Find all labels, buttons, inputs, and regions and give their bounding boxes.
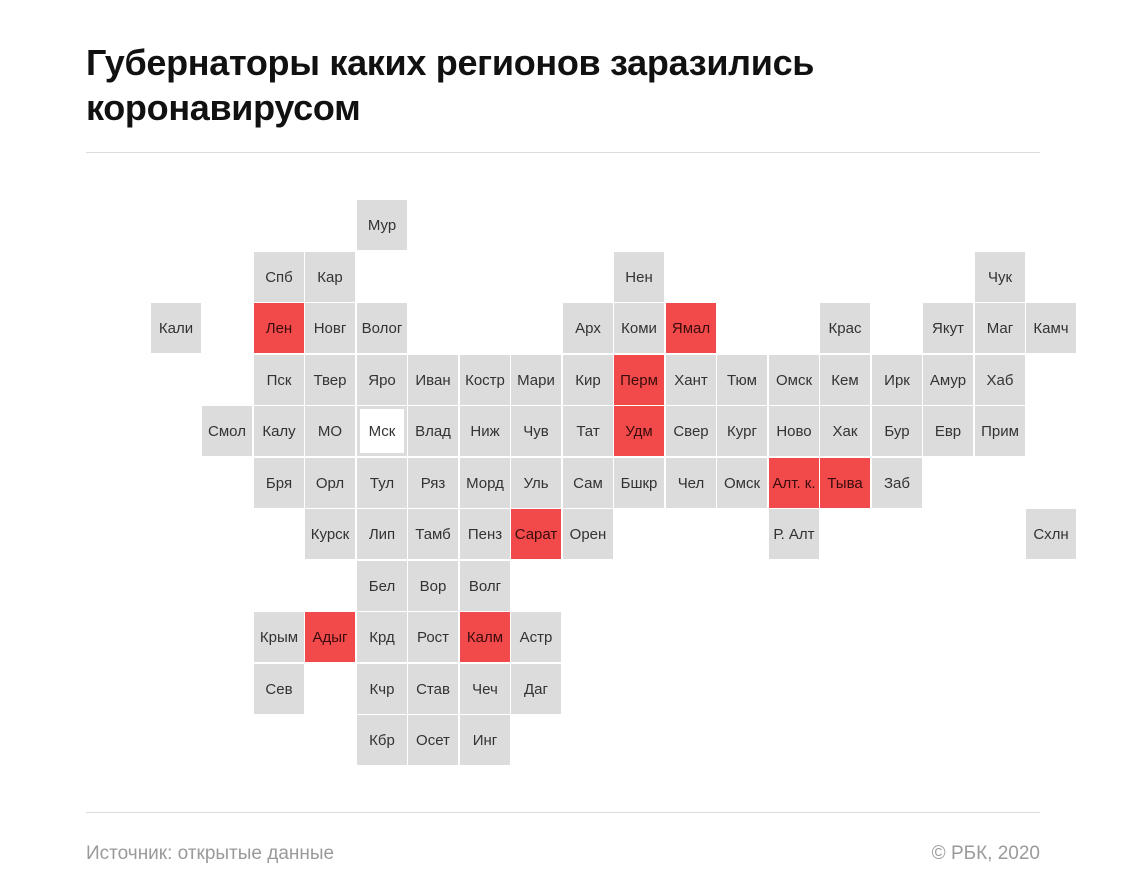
region-tile: Бел	[357, 561, 407, 611]
region-tile: Евр	[923, 406, 973, 456]
region-tile: Маг	[975, 303, 1025, 353]
region-tile: Орен	[563, 509, 613, 559]
region-tile: Тамб	[408, 509, 458, 559]
region-tile: Пск	[254, 355, 304, 405]
region-tile: Морд	[460, 458, 510, 508]
bottom-divider	[86, 812, 1040, 813]
region-tile: Тул	[357, 458, 407, 508]
region-tile: Чув	[511, 406, 561, 456]
region-tile: Бря	[254, 458, 304, 508]
region-tile: Новг	[305, 303, 355, 353]
region-tile: Арх	[563, 303, 613, 353]
region-tile: Ряз	[408, 458, 458, 508]
copyright-note: © РБК, 2020	[931, 843, 1040, 864]
region-tile: Лен	[254, 303, 304, 353]
region-tile: Пенз	[460, 509, 510, 559]
region-tile: Сам	[563, 458, 613, 508]
region-tile: Мур	[357, 200, 407, 250]
region-tile: Влад	[408, 406, 458, 456]
region-tile: Крд	[357, 612, 407, 662]
region-tile: Заб	[872, 458, 922, 508]
region-tile: Чел	[666, 458, 716, 508]
region-tile: Прим	[975, 406, 1025, 456]
region-tile: Мск	[357, 406, 407, 456]
region-tile: Омск	[769, 355, 819, 405]
region-tile: Свер	[666, 406, 716, 456]
region-tile: Даг	[511, 664, 561, 714]
region-tile: Яро	[357, 355, 407, 405]
region-tile: Бшкр	[614, 458, 664, 508]
region-tile: Кем	[820, 355, 870, 405]
region-tile: Камч	[1026, 303, 1076, 353]
region-tile: Волог	[357, 303, 407, 353]
region-tile: Тат	[563, 406, 613, 456]
region-tile: Чук	[975, 252, 1025, 302]
region-tile: Ямал	[666, 303, 716, 353]
region-tile: Алт. к.	[769, 458, 819, 508]
region-tile: Осет	[408, 715, 458, 765]
region-tile: Сев	[254, 664, 304, 714]
region-tile: Лип	[357, 509, 407, 559]
region-tile: Кчр	[357, 664, 407, 714]
region-tile: Курск	[305, 509, 355, 559]
region-tile: Ново	[769, 406, 819, 456]
region-tile: Схлн	[1026, 509, 1076, 559]
region-tile: Вор	[408, 561, 458, 611]
region-tile: Рост	[408, 612, 458, 662]
region-tile: Адыг	[305, 612, 355, 662]
region-tile: МО	[305, 406, 355, 456]
region-tile: Став	[408, 664, 458, 714]
region-tile: Орл	[305, 458, 355, 508]
region-tile: Калу	[254, 406, 304, 456]
region-tile: Твер	[305, 355, 355, 405]
region-tile: Костр	[460, 355, 510, 405]
region-tile: Ирк	[872, 355, 922, 405]
source-note: Источник: открытые данные	[86, 843, 335, 864]
region-tile: Кург	[717, 406, 767, 456]
region-tile: Удм	[614, 406, 664, 456]
region-tile: Перм	[614, 355, 664, 405]
region-tile: Омск	[717, 458, 767, 508]
region-tile: Хак	[820, 406, 870, 456]
region-tile: Нен	[614, 252, 664, 302]
region-tile: Амур	[923, 355, 973, 405]
top-divider	[86, 152, 1040, 153]
region-tile: Кар	[305, 252, 355, 302]
region-tile: Смол	[202, 406, 252, 456]
region-tile: Чеч	[460, 664, 510, 714]
region-tile: Коми	[614, 303, 664, 353]
region-tile: Тыва	[820, 458, 870, 508]
region-tile: Тюм	[717, 355, 767, 405]
region-tile: Сарат	[511, 509, 561, 559]
region-tile: Инг	[460, 715, 510, 765]
region-tile: Уль	[511, 458, 561, 508]
region-tile: Крым	[254, 612, 304, 662]
region-tile: Крас	[820, 303, 870, 353]
region-tile: Ниж	[460, 406, 510, 456]
region-tile: Хаб	[975, 355, 1025, 405]
region-tile: Кбр	[357, 715, 407, 765]
region-tile: Астр	[511, 612, 561, 662]
region-tile: Калм	[460, 612, 510, 662]
region-tile: Бур	[872, 406, 922, 456]
region-tile: Якут	[923, 303, 973, 353]
region-tile: Спб	[254, 252, 304, 302]
region-tile: Волг	[460, 561, 510, 611]
region-tile: Мари	[511, 355, 561, 405]
region-tile: Р. Алт	[769, 509, 819, 559]
region-tile: Кир	[563, 355, 613, 405]
region-tile: Иван	[408, 355, 458, 405]
map-title: Губернаторы каких регионов заразились ко…	[86, 42, 815, 128]
region-tile: Хант	[666, 355, 716, 405]
region-tile: Кали	[151, 303, 201, 353]
